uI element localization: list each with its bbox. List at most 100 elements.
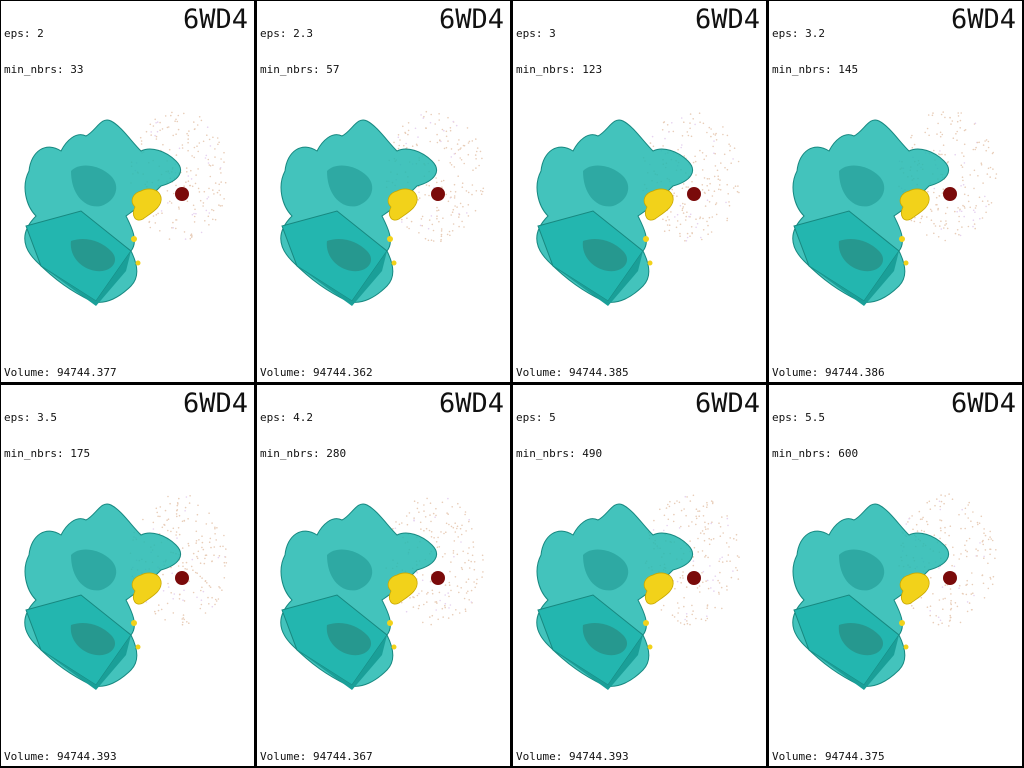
point-cloud-dot	[176, 502, 179, 504]
point-cloud-dot	[939, 225, 941, 227]
point-cloud-dot	[666, 524, 668, 527]
point-cloud-dot	[452, 120, 455, 123]
point-cloud-dot	[949, 614, 951, 617]
point-cloud-dot	[948, 625, 950, 627]
point-cloud-dot	[181, 547, 184, 549]
point-cloud-dot	[393, 141, 395, 144]
point-cloud-dot	[198, 539, 200, 541]
point-cloud-dot	[479, 150, 482, 153]
point-cloud-dot	[178, 598, 181, 600]
point-cloud-dot	[162, 143, 164, 146]
point-cloud-dot	[989, 530, 991, 533]
point-cloud-dot	[680, 117, 683, 119]
point-cloud-dot	[662, 218, 664, 221]
point-cloud-dot	[707, 587, 710, 590]
min-nbrs-label: min_nbrs: 175	[4, 447, 91, 460]
point-cloud-dot	[665, 219, 667, 222]
point-cloud-dot	[437, 618, 439, 621]
point-cloud-dot	[708, 537, 710, 540]
point-cloud-dot	[952, 546, 954, 549]
point-cloud-dot	[210, 546, 212, 549]
point-cloud-dot	[718, 188, 720, 191]
point-cloud-dot	[939, 150, 941, 152]
point-cloud-dot	[430, 536, 433, 538]
point-cloud-dot	[951, 120, 954, 122]
point-cloud-dot	[729, 145, 732, 147]
point-cloud-dot	[218, 141, 220, 144]
point-cloud-dot	[441, 556, 444, 558]
point-cloud-dot	[457, 536, 459, 538]
point-cloud-dot	[937, 209, 939, 211]
point-cloud-dot	[416, 507, 419, 510]
point-cloud-dot	[182, 617, 185, 619]
point-cloud-dot	[729, 537, 731, 539]
point-cloud-dot	[438, 119, 440, 121]
eps-label: eps: 4.2	[260, 411, 313, 424]
point-cloud-dot	[215, 600, 218, 602]
point-cloud-dot	[663, 514, 666, 517]
point-cloud-dot	[676, 602, 679, 604]
point-cloud-dot	[959, 234, 962, 237]
point-cloud-dot	[687, 186, 689, 188]
point-cloud-dot	[698, 510, 701, 512]
point-cloud-dot	[682, 202, 684, 205]
point-cloud-dot	[714, 203, 717, 206]
point-cloud-dot	[196, 513, 199, 516]
point-cloud-dot	[704, 556, 706, 558]
point-cloud-dot	[963, 155, 965, 157]
point-cloud-dot	[971, 572, 973, 574]
point-cloud-dot	[958, 215, 960, 218]
point-cloud-dot	[183, 589, 185, 592]
point-cloud-dot	[176, 504, 179, 507]
point-cloud-dot	[704, 619, 707, 622]
point-cloud-dot	[445, 531, 447, 533]
point-cloud-dot	[454, 522, 456, 524]
point-cloud-dot	[711, 216, 714, 218]
pdb-id: 6WD4	[182, 388, 248, 419]
point-cloud-dot	[214, 533, 216, 535]
point-cloud-dot	[191, 558, 194, 561]
point-cloud-dot	[193, 215, 196, 218]
point-cloud-dot	[195, 212, 197, 215]
point-cloud-dot	[434, 601, 436, 603]
volume-label: Volume: 94744.375	[772, 750, 885, 763]
point-cloud-dot	[139, 136, 142, 139]
point-cloud-dot	[668, 224, 671, 226]
point-cloud-dot	[197, 150, 199, 153]
point-cloud-dot	[209, 175, 212, 178]
point-cloud-dot	[181, 623, 184, 626]
point-cloud-dot	[436, 217, 438, 220]
min-nbrs-label: min_nbrs: 490	[516, 447, 603, 460]
volume-label: Volume: 94744.385	[516, 366, 629, 379]
point-cloud-dot	[441, 186, 443, 188]
point-cloud-dot	[185, 496, 188, 498]
point-cloud-dot	[684, 219, 687, 221]
point-cloud-dot	[459, 527, 462, 530]
point-cloud-dot	[936, 203, 938, 206]
point-cloud-dot	[724, 166, 726, 169]
point-cloud-dot	[733, 147, 736, 149]
render-panel-5: eps: 3.5 min_nbrs: 175 6WD4 Volume: 9474…	[0, 384, 255, 767]
point-cloud-dot	[930, 210, 933, 212]
point-cloud-dot	[204, 157, 207, 159]
point-cloud-dot	[941, 586, 944, 588]
point-cloud-dot	[714, 134, 717, 136]
point-cloud-dot	[992, 575, 995, 578]
point-cloud-dot	[195, 540, 198, 542]
point-cloud-dot	[928, 500, 931, 503]
point-cloud-dot	[471, 193, 473, 196]
point-cloud-dot	[217, 556, 220, 559]
point-cloud-dot	[436, 206, 438, 209]
point-cloud-dot	[715, 213, 718, 216]
point-cloud-dot	[978, 196, 981, 199]
point-cloud-dot	[989, 536, 991, 538]
point-cloud-dot	[192, 569, 194, 571]
molecular-surface-render	[280, 497, 484, 690]
point-cloud-dot	[155, 507, 158, 510]
point-cloud-dot	[204, 220, 206, 222]
point-cloud-dot	[984, 549, 987, 551]
point-cloud-dot	[166, 126, 169, 129]
point-cloud-dot	[972, 209, 975, 212]
point-cloud-dot	[168, 148, 171, 151]
point-cloud-dot	[200, 589, 202, 592]
